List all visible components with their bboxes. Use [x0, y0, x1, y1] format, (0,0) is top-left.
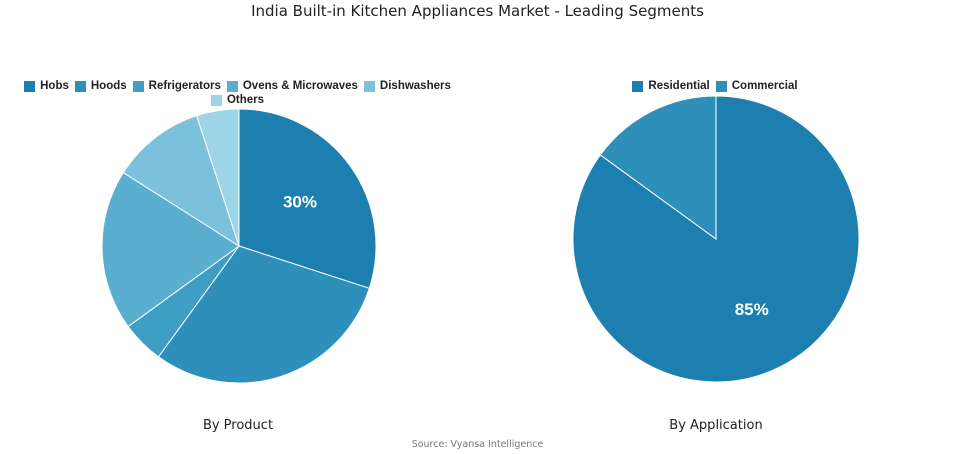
- pie-slice: [157, 245, 370, 384]
- legend-item: Hoods: [74, 80, 127, 92]
- pie-slice: [101, 171, 240, 328]
- legend-swatch: [210, 94, 222, 106]
- legend-label: Dishwashers: [379, 80, 451, 92]
- legend-swatch: [74, 80, 86, 92]
- legend-swatch: [226, 80, 238, 92]
- legend-item: Residential: [632, 80, 710, 92]
- legend-item: Commercial: [715, 80, 798, 92]
- legend-label: Others: [226, 94, 265, 106]
- application-pie-label: By Application: [669, 418, 763, 433]
- legend-swatch: [24, 80, 36, 92]
- product-pie-label: By Product: [202, 418, 274, 433]
- legend-label: Ovens & Microwaves: [242, 80, 358, 92]
- legend-swatch: [132, 80, 144, 92]
- legend-label: Hobs: [40, 80, 69, 92]
- legend-label: Hoods: [90, 80, 127, 92]
- pie-slice: [122, 115, 240, 248]
- product-legend: Hobs Hoods Refrigerators Ovens & Microwaves…: [20, 80, 455, 106]
- data-label: 30%: [283, 193, 317, 212]
- source-note: Source: Vyansa Intelligence: [411, 439, 544, 450]
- legend-item: Ovens & Microwaves: [226, 80, 358, 92]
- legend-swatch: [632, 80, 644, 92]
- legend-item: Refrigerators: [132, 80, 221, 92]
- legend-item: Hobs: [24, 80, 69, 92]
- pie-slice: [572, 95, 860, 383]
- pie-slice: [196, 108, 240, 247]
- pie-slice: [238, 108, 377, 289]
- legend-label: Refrigerators: [148, 80, 221, 92]
- legend-swatch: [715, 80, 727, 92]
- legend-label: Residential: [648, 80, 710, 92]
- application-legend: Residential Commercial: [560, 80, 870, 92]
- chart-title: India Built-in Kitchen Appliances Market…: [251, 2, 704, 20]
- data-label: 85%: [735, 300, 769, 319]
- legend-item: Others: [210, 94, 265, 106]
- legend-label: Commercial: [731, 80, 798, 92]
- legend-swatch: [363, 80, 375, 92]
- legend-item: Dishwashers: [363, 80, 451, 92]
- pie-slice: [599, 95, 717, 240]
